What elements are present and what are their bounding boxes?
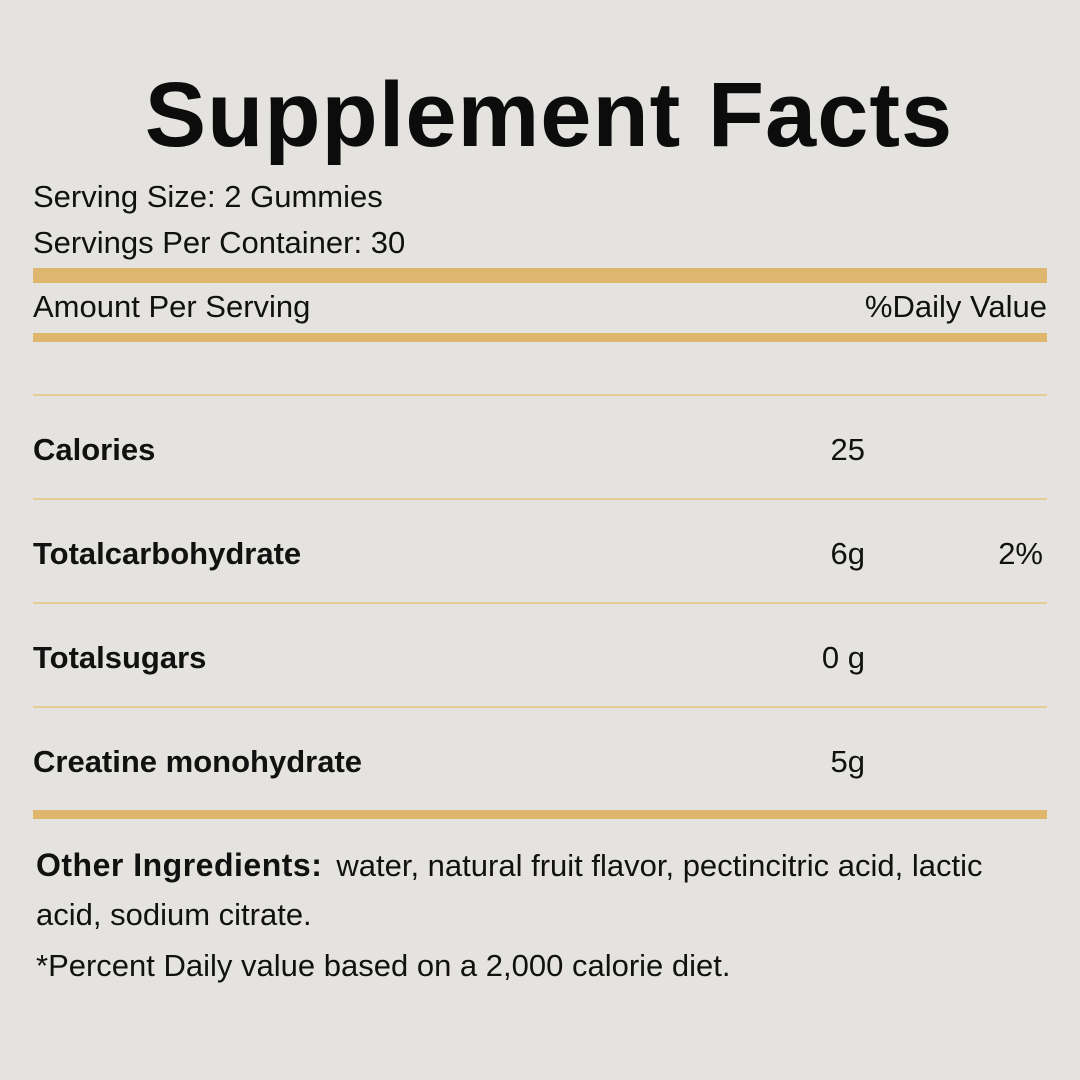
other-ingredients-label: Other Ingredients: [36,847,323,883]
nutrient-row-creatine-monohydrate: Creatine monohydrate 5g [33,708,1047,810]
nutrient-row-calories: Calories 25 [33,396,1047,498]
nutrient-name: Totalcarbohydrate [33,536,302,571]
other-ingredients-text: water, natural fruit flavor, pectincitri… [36,848,983,932]
row-divider [33,602,1047,604]
other-ingredients: Other Ingredients: water, natural fruit f… [36,841,1047,939]
panel-title: Supplement Facts [144,64,954,166]
column-header-row: Amount Per Serving %Daily Value [33,283,1047,333]
row-divider [33,498,1047,500]
nutrient-name: Totalsugars [33,640,207,675]
nutrient-name: Creatine monohydrate [33,744,363,779]
serving-size: Serving Size: 2 Gummies [33,179,383,214]
nutrient-amount: 6g [830,536,865,571]
bottom-divider-bar [33,810,1047,819]
row-divider [33,394,1047,396]
nutrient-daily-value: 2% [998,536,1043,571]
nutrient-row-total-carbohydrate: Totalcarbohydrate 6g 2% [33,500,1047,602]
top-divider-bar [33,268,1047,283]
amount-per-serving-label: Amount Per Serving [33,289,311,324]
nutrient-amount: 5g [830,744,865,779]
nutrient-row-total-sugars: Totalsugars 0 g [33,604,1047,706]
row-divider [33,706,1047,708]
daily-value-footnote: *Percent Daily value based on a 2,000 ca… [36,948,731,983]
supplement-facts-panel: Supplement Facts Serving Size: 2 Gummies… [33,60,1047,990]
nutrient-name: Calories [33,432,156,467]
daily-value-label: %Daily Value [864,289,1047,324]
nutrient-amount: 0 g [821,640,865,675]
spacer-row [33,342,1047,394]
nutrient-amount: 25 [830,432,865,467]
servings-per-container: Servings Per Container: 30 [33,225,406,260]
serving-info: Serving Size: 2 Gummies Servings Per Con… [33,174,1047,266]
header-divider-bar [33,333,1047,342]
